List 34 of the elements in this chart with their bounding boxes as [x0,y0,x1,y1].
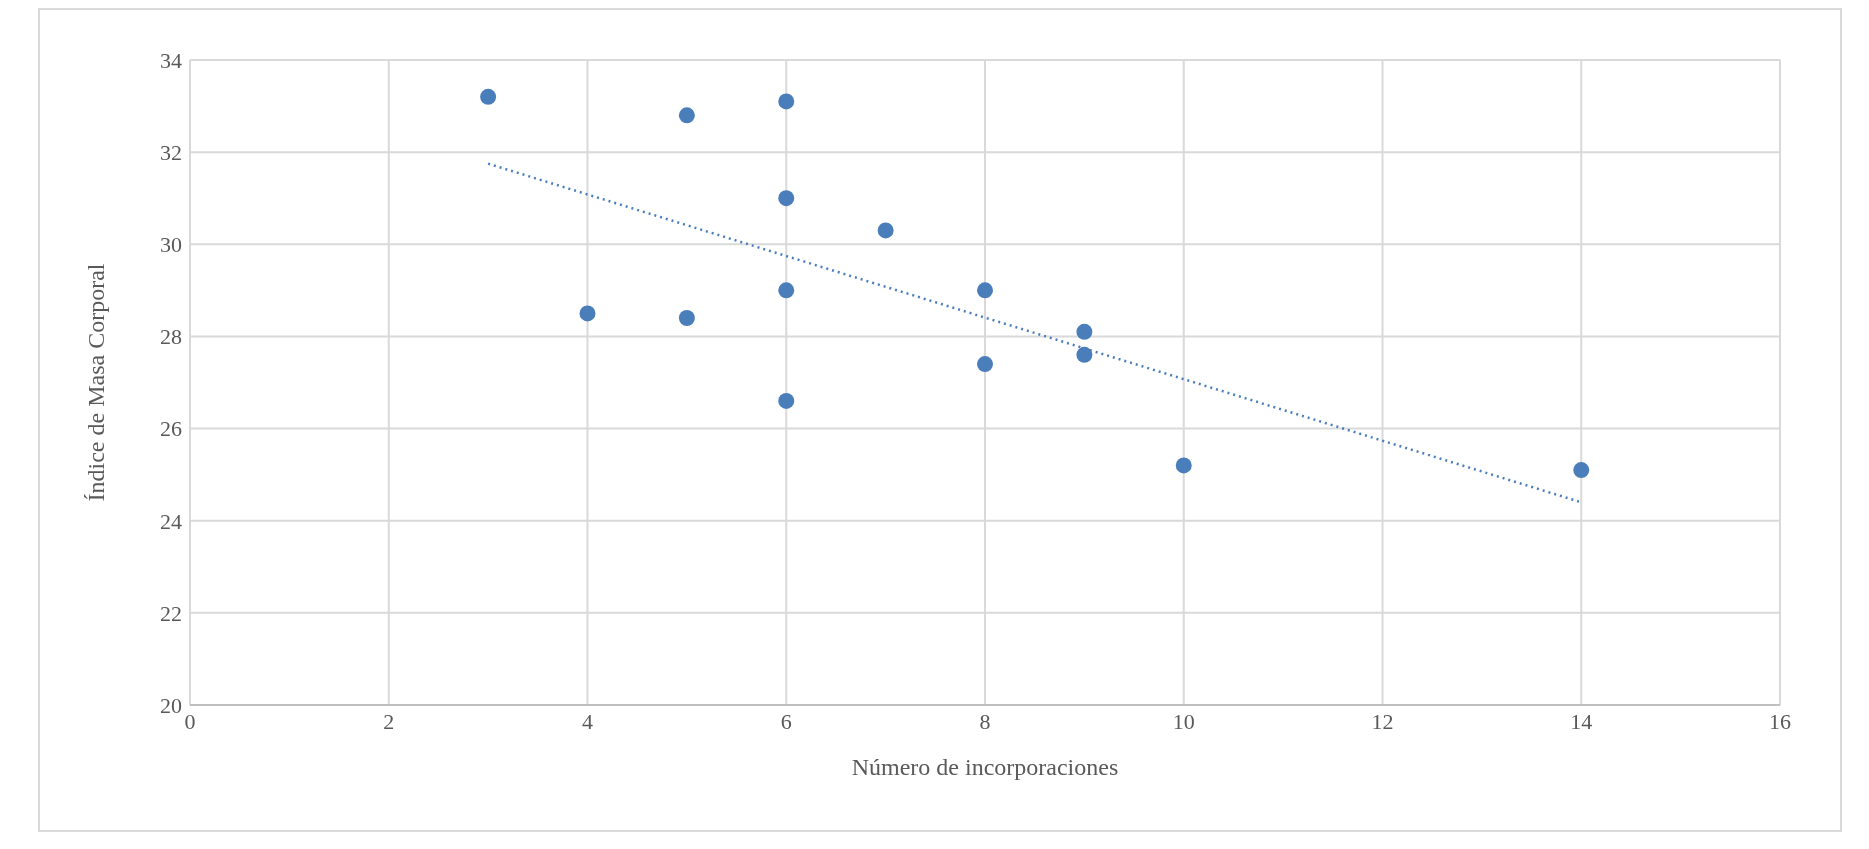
point [480,88,497,105]
y-tick-label: 34 [160,47,182,73]
y-tick-label: 24 [160,508,182,534]
point [778,93,795,110]
x-axis-title: Número de incorporaciones [851,754,1119,780]
y-tick-label: 26 [160,416,182,442]
point [778,392,795,409]
point [1076,346,1093,363]
x-tick-label: 2 [383,708,395,734]
point [877,222,894,239]
point [678,107,695,124]
x-tick-label: 10 [1172,708,1195,734]
point [977,356,993,373]
y-tick-label: 30 [160,232,182,258]
point [778,282,795,299]
x-tick-label: 12 [1371,708,1394,734]
x-tick-label: 16 [1769,708,1791,734]
y-axis-title: Índice de Masa Corporal [82,263,109,502]
point [778,190,795,207]
y-tick-label: 32 [160,139,182,165]
point [1573,462,1590,479]
y-tick-label: 28 [160,324,182,350]
x-tick-label: 6 [780,708,792,734]
y-tick-label: 20 [160,692,182,718]
point [1175,457,1192,474]
x-tick-label: 8 [979,708,991,734]
y-tick-label: 22 [160,600,182,626]
x-tick-label: 14 [1570,708,1593,734]
point [977,282,993,299]
point [579,305,596,322]
x-tick-label: 4 [582,708,593,734]
x-tick-label: 0 [184,708,196,734]
point [678,310,695,326]
point [1076,323,1093,340]
